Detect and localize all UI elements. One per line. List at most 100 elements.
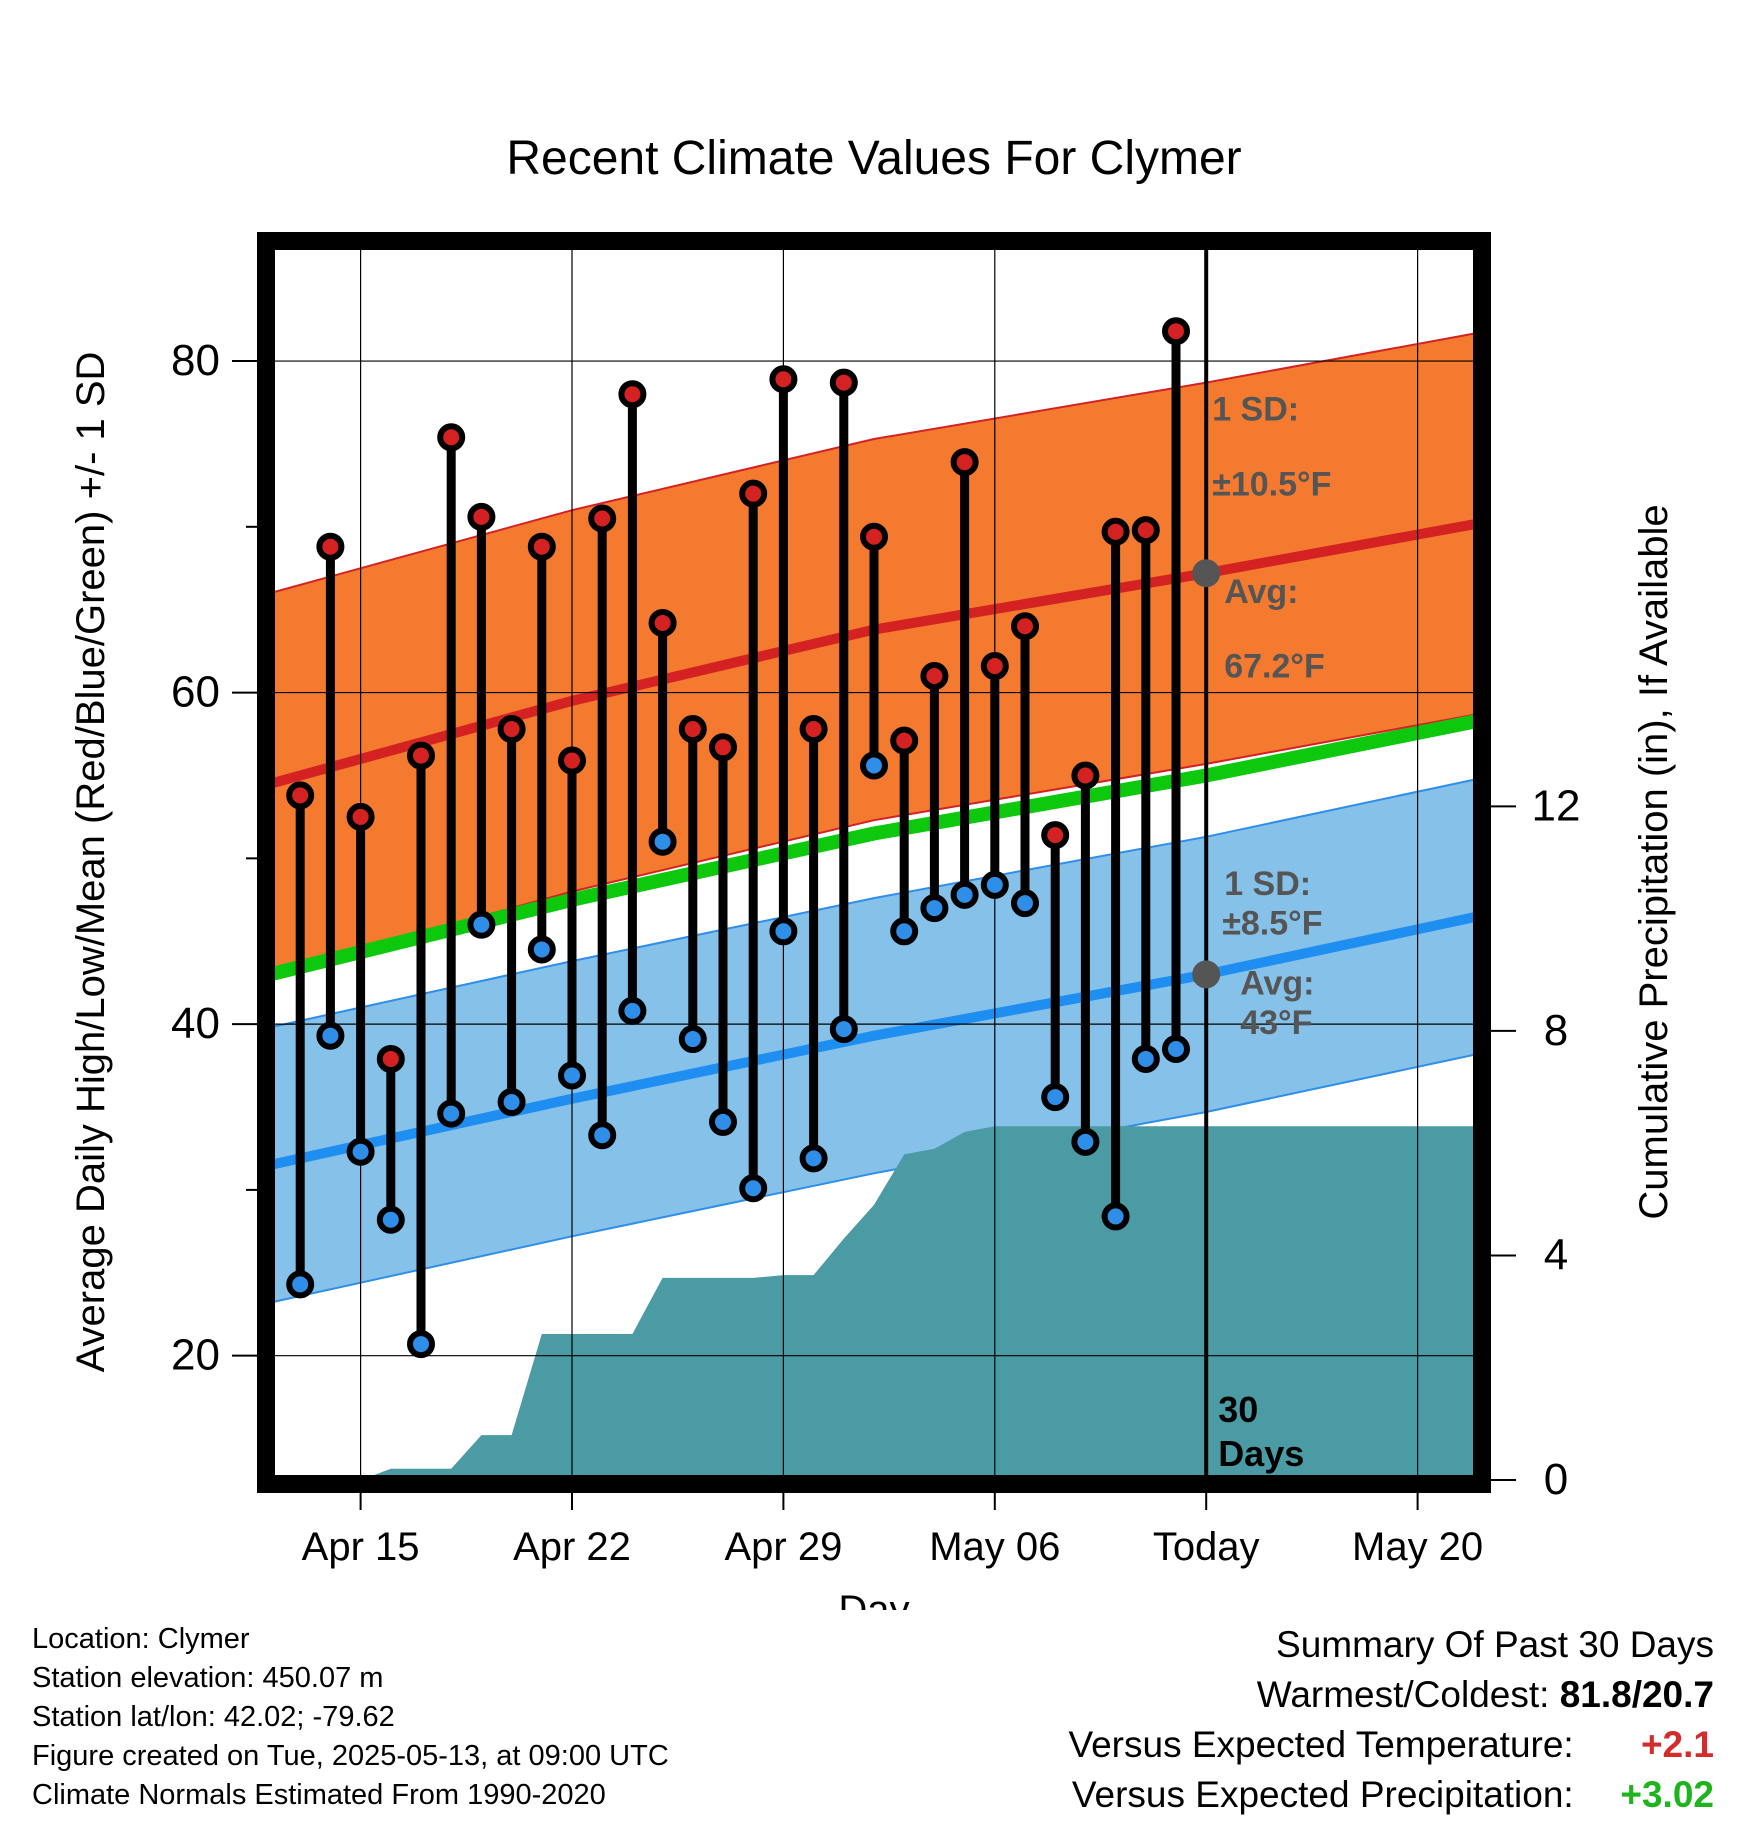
daily-high-point	[497, 715, 526, 744]
daily-low-point	[1101, 1202, 1130, 1231]
x-tick-label: Apr 15	[302, 1525, 420, 1569]
daily-high-point	[1131, 516, 1160, 545]
daily-low-point	[1011, 889, 1039, 918]
today-high-normal-point	[1192, 559, 1221, 588]
low-sd-upper-edge	[270, 777, 1478, 1029]
daily-high-point	[588, 504, 617, 533]
daily-high-point	[950, 448, 979, 477]
daily-low-point	[497, 1088, 526, 1117]
daily-low-point	[1071, 1127, 1100, 1156]
daily-high-point	[316, 532, 345, 561]
daily-low-point	[980, 870, 1009, 899]
plot-frame	[257, 232, 1491, 1493]
daily-low-point	[739, 1174, 768, 1203]
x-tick-label: Apr 29	[724, 1525, 842, 1569]
daily-high-point	[1071, 761, 1100, 790]
daily-high-point	[709, 733, 737, 762]
summary-warm-cold: Warmest/Coldest: 81.8/20.7	[1068, 1670, 1714, 1720]
daily-low-point	[950, 880, 979, 909]
daily-high-point	[437, 423, 466, 452]
daily-low-point	[890, 917, 919, 946]
daily-low-point	[1131, 1044, 1160, 1073]
daily-high-point	[648, 608, 677, 637]
daily-low-point	[1041, 1083, 1070, 1112]
y2-tick-label: 12	[1532, 781, 1581, 830]
low-avg-value: 43°F	[1240, 1004, 1312, 1042]
low-sd-label: 1 SD:	[1224, 865, 1311, 903]
daily-low-point	[467, 910, 496, 939]
y2-tick-label: 8	[1544, 1006, 1568, 1055]
y-tick-label: 20	[171, 1331, 220, 1380]
daily-low-point	[860, 751, 888, 780]
precip-anomaly-label: Versus Expected Precipitation:	[1071, 1774, 1574, 1815]
today-low-normal-point	[1192, 960, 1221, 989]
latlon-text: Station lat/lon: 42.02; -79.62	[32, 1701, 395, 1733]
x-axis-label: Day	[838, 1588, 909, 1610]
climate-chart: Recent Climate Values For Clymer 1 SD: ±1…	[69, 132, 1676, 1610]
daily-high-point	[678, 715, 707, 744]
location-text: Location: Clymer	[32, 1623, 250, 1655]
daily-high-point	[376, 1044, 405, 1073]
daily-high-point	[769, 365, 798, 394]
daily-high-point	[558, 746, 586, 775]
daily-high-point	[618, 380, 647, 409]
normals-period-text: Climate Normals Estimated From 1990-2020	[32, 1779, 606, 1811]
elevation-text: Station elevation: 450.07 m	[32, 1662, 384, 1694]
high-avg-value: 67.2°F	[1224, 648, 1325, 686]
temp-anomaly-value: +2.1	[1640, 1724, 1714, 1765]
daily-high-point	[527, 532, 556, 561]
plot-inner	[270, 245, 1478, 1480]
daily-low-point	[527, 935, 556, 964]
daily-high-point	[1041, 821, 1070, 850]
window-label-count: 30	[1218, 1389, 1258, 1430]
daily-high-point	[739, 479, 768, 508]
y-tick-label: 60	[171, 668, 220, 717]
low-sd-lower-edge	[270, 1053, 1478, 1304]
warm-cold-label: Warmest/Coldest:	[1256, 1674, 1550, 1715]
x-tick-label: May 06	[929, 1525, 1060, 1569]
daily-low-point	[558, 1061, 586, 1090]
high-sd-label: 1 SD:	[1212, 391, 1299, 429]
daily-low-point	[286, 1270, 315, 1299]
summary-temp: Versus Expected Temperature: +2.1	[1068, 1720, 1714, 1770]
daily-high-point	[407, 741, 435, 770]
x-tick-label: Apr 22	[513, 1525, 631, 1569]
daily-low-point	[407, 1330, 435, 1359]
daily-low-point	[346, 1137, 375, 1166]
daily-high-point	[860, 522, 888, 551]
daily-low-point	[769, 917, 798, 946]
daily-low-point	[618, 996, 647, 1025]
high-sd-upper-edge	[270, 331, 1478, 595]
daily-high-point	[980, 652, 1009, 681]
daily-high-point	[920, 662, 949, 691]
daily-low-point	[920, 894, 949, 923]
summary-heading: Summary Of Past 30 Days	[1276, 1624, 1714, 1665]
daily-low-point	[376, 1205, 405, 1234]
daily-high-point	[467, 502, 496, 531]
daily-low-point	[316, 1021, 345, 1050]
daily-low-point	[799, 1144, 828, 1173]
window-label-unit: Days	[1218, 1433, 1304, 1474]
daily-high-point	[799, 715, 828, 744]
daily-low-point	[829, 1015, 858, 1044]
summary-panel: Summary Of Past 30 Days Warmest/Coldest:…	[1068, 1620, 1714, 1820]
daily-high-point	[829, 368, 858, 397]
daily-low-point	[648, 827, 677, 856]
x-tick-label: Today	[1153, 1525, 1260, 1569]
low-normal-line	[270, 911, 1478, 1170]
y2-axis-label: Cumulative Precipitation (in), If Availa…	[1632, 504, 1676, 1219]
station-info: Location: Clymer Station elevation: 450.…	[32, 1620, 669, 1815]
daily-low-point	[709, 1107, 737, 1136]
daily-high-point	[890, 726, 919, 755]
y-axis-label: Average Daily High/Low/Mean (Red/Blue/Gr…	[69, 352, 113, 1373]
summary-precip: Versus Expected Precipitation: +3.02	[1068, 1770, 1714, 1820]
y2-tick-label: 0	[1544, 1455, 1568, 1504]
daily-high-point	[1011, 612, 1039, 641]
daily-high-point	[1162, 317, 1190, 346]
daily-high-point	[286, 781, 315, 810]
y-tick-label: 40	[171, 999, 220, 1048]
daily-low-point	[678, 1025, 707, 1054]
x-tick-label: May 20	[1352, 1525, 1483, 1569]
y2-tick-label: 4	[1544, 1230, 1568, 1279]
daily-low-point	[437, 1099, 466, 1128]
